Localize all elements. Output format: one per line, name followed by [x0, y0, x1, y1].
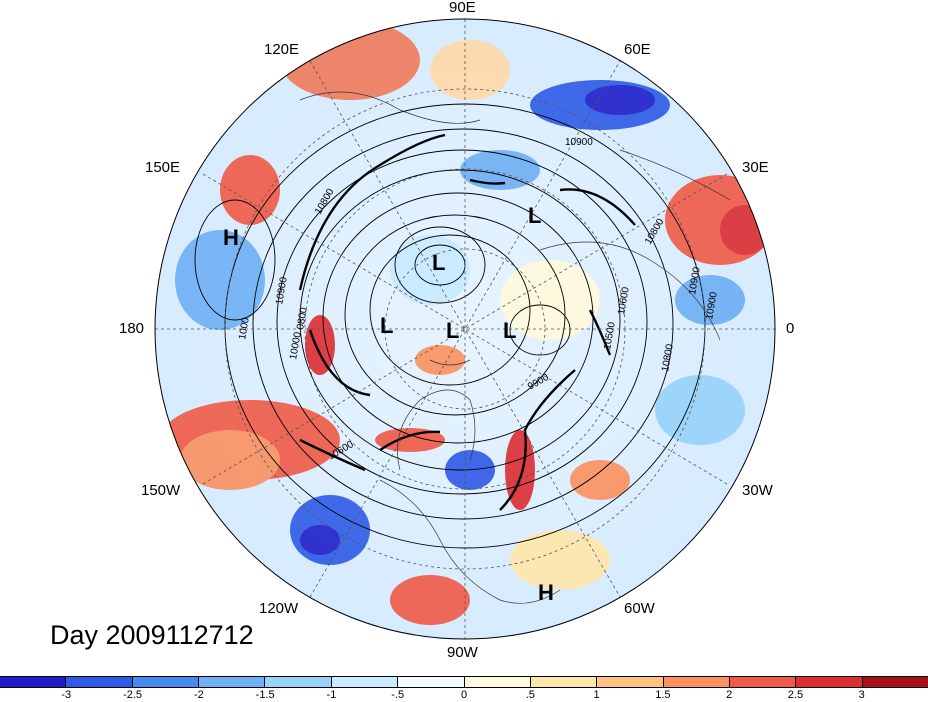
colorbar-cell	[663, 677, 730, 687]
lon-label-120w: 120W	[259, 600, 299, 617]
lon-label-60w: 60W	[624, 600, 655, 617]
colorbar-cell	[464, 677, 531, 687]
contour-label: 10800	[660, 343, 676, 373]
colorbar-tick-label: .5	[525, 689, 535, 701]
lon-label-180: 180	[119, 320, 145, 337]
anomaly-blobs	[160, 20, 775, 625]
colorbar-tick-label: 2	[726, 689, 733, 701]
colorbar-cell	[66, 677, 133, 687]
lon-label-30e: 30E	[742, 159, 769, 176]
lon-label-60e: 60E	[624, 41, 651, 58]
contour-label: 10900	[704, 291, 720, 321]
coastlines	[299, 91, 731, 604]
colorbar	[0, 676, 928, 688]
colorbar-tick-label: -1	[326, 689, 337, 701]
colorbar-tick-label: 3	[858, 689, 865, 701]
lon-label-30w: 30W	[742, 482, 773, 499]
colorbar-tick-label: -1.5	[255, 689, 275, 701]
lon-label-0: 0	[786, 320, 795, 337]
colorbar-cell	[132, 677, 200, 687]
contour-label: 10600	[616, 286, 632, 316]
colorbar-cell	[597, 677, 664, 687]
colorbar-cell	[796, 677, 863, 687]
contour-label: 10000	[288, 331, 304, 361]
colorbar-tick-label: 2.5	[787, 689, 804, 701]
colorbar-cell	[265, 677, 332, 687]
lon-label-120e: 120E	[264, 41, 300, 58]
contour-label: 10900	[274, 276, 290, 306]
map-boundary	[154, 18, 776, 640]
colorbar-tick-label: 1.5	[655, 689, 671, 701]
colorbar-cell	[729, 677, 797, 687]
colorbar-tick-label: -2	[193, 689, 204, 701]
contour-label: 10500	[602, 321, 618, 351]
colorbar-cell	[530, 677, 598, 687]
low-center-arctic-1: L	[432, 250, 446, 275]
jet-contours	[298, 133, 636, 511]
colorbar-cell	[331, 677, 399, 687]
low-center-pole: L	[446, 318, 460, 343]
low-center-atlantic: L	[503, 318, 517, 343]
lon-label-90w: 90W	[447, 644, 478, 661]
high-center-atlantic: H	[538, 580, 554, 605]
colorbar-tick-label: -2.5	[123, 689, 143, 701]
colorbar-tick-label: -3	[61, 689, 72, 701]
contour-label: 10900	[687, 266, 703, 296]
low-center-eurasia: L	[528, 203, 542, 228]
lon-label-150w: 150W	[141, 482, 181, 499]
lon-label-150e: 150E	[145, 159, 181, 176]
colorbar-tick-label: -.5	[391, 689, 405, 701]
colorbar-cell	[398, 677, 465, 687]
contour-label: 0800	[295, 306, 310, 330]
colorbar-tick-label: 0	[460, 689, 468, 701]
anomaly-field	[155, 19, 775, 639]
colorbar-tick-label: 1	[593, 689, 600, 701]
contour-label: 1000	[237, 316, 252, 340]
low-center-arctic-2: L	[380, 313, 394, 338]
colorbar-cell	[199, 677, 266, 687]
high-center-north-pacific: H	[223, 225, 239, 250]
lon-label-90e: 90E	[449, 0, 476, 16]
map-title: Day 2009112712	[50, 620, 254, 650]
graticule	[155, 19, 775, 639]
colorbar-cell	[0, 677, 67, 687]
contour-label: 10900	[565, 137, 593, 148]
colorbar-cell	[862, 677, 928, 687]
